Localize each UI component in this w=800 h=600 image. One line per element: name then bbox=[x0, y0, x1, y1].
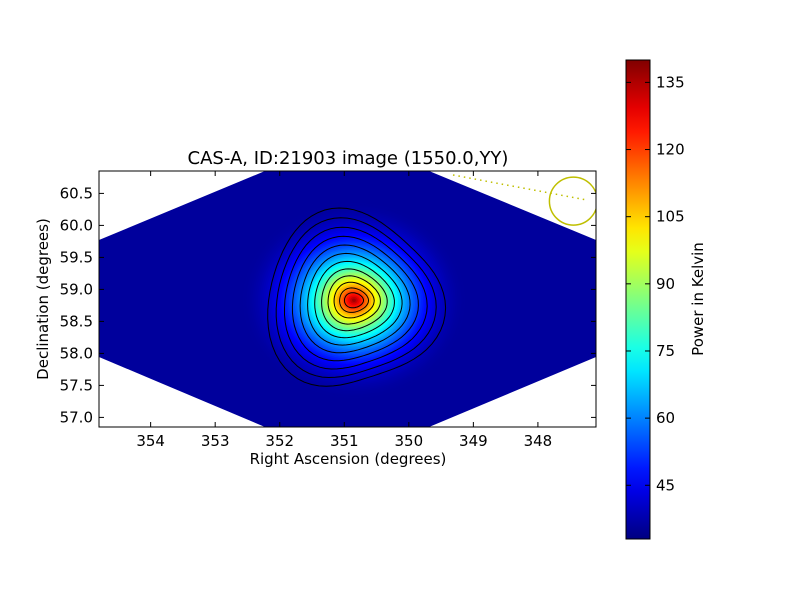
colorbar-label: Power in Kelvin bbox=[689, 242, 707, 356]
x-tick-label: 352 bbox=[265, 432, 294, 450]
heatmap-image bbox=[99, 171, 596, 427]
colorbar-tick-label: 60 bbox=[656, 409, 675, 427]
y-tick-label: 57.0 bbox=[60, 408, 93, 426]
colorbar bbox=[625, 59, 651, 540]
x-tick-label: 349 bbox=[459, 432, 488, 450]
beam-circle bbox=[548, 176, 596, 226]
x-axis-ticks: 354 353 352 351 350 349 348 bbox=[136, 171, 552, 450]
colorbar-tick-label: 135 bbox=[656, 73, 685, 91]
plot-area bbox=[99, 171, 596, 427]
colorbar-tick-label: 75 bbox=[656, 342, 675, 360]
y-tick-label: 60.5 bbox=[60, 184, 93, 202]
axes-frame bbox=[98, 170, 597, 428]
x-tick-label: 354 bbox=[136, 432, 165, 450]
y-axis-ticks: 57.0 57.5 58.0 58.5 59.0 59.5 60.0 60.5 bbox=[60, 184, 596, 426]
x-tick-label: 350 bbox=[394, 432, 423, 450]
x-tick-label: 351 bbox=[330, 432, 359, 450]
y-tick-label: 58.5 bbox=[60, 312, 93, 330]
contour-lines bbox=[267, 207, 447, 387]
y-axis-label: Declination (degrees) bbox=[34, 218, 52, 380]
colorbar-tick-label: 105 bbox=[656, 208, 685, 226]
contour-line bbox=[307, 252, 403, 346]
chart-title: CAS-A, ID:21903 image (1550.0,YY) bbox=[188, 148, 509, 169]
contour-line bbox=[284, 226, 428, 370]
contour-line bbox=[333, 281, 375, 319]
beam-marker bbox=[452, 174, 596, 226]
y-tick-label: 58.0 bbox=[60, 344, 93, 362]
x-axis-label: Right Ascension (degrees) bbox=[250, 450, 447, 468]
y-tick-label: 59.0 bbox=[60, 280, 93, 298]
colorbar-tick-label: 45 bbox=[656, 476, 675, 494]
contour-line bbox=[339, 287, 370, 313]
contour-line bbox=[327, 275, 381, 325]
y-tick-label: 60.0 bbox=[60, 216, 93, 234]
contour-line bbox=[291, 235, 419, 362]
contour-line bbox=[321, 268, 388, 332]
colorbar-ticks: 45 60 75 90 105 120 135 bbox=[626, 73, 685, 494]
x-tick-label: 348 bbox=[524, 432, 553, 450]
y-tick-label: 57.5 bbox=[60, 376, 93, 394]
beam-track bbox=[452, 174, 588, 201]
y-tick-label: 59.5 bbox=[60, 248, 93, 266]
contour-line bbox=[343, 292, 364, 309]
contour-line bbox=[267, 207, 447, 387]
x-tick-label: 353 bbox=[201, 432, 230, 450]
contour-line bbox=[275, 217, 437, 379]
colorbar-tick-label: 120 bbox=[656, 141, 685, 159]
colorbar-tick-label: 90 bbox=[656, 275, 675, 293]
contour-line bbox=[299, 244, 411, 354]
contour-line bbox=[314, 260, 395, 339]
heatmap-level bbox=[352, 298, 356, 302]
